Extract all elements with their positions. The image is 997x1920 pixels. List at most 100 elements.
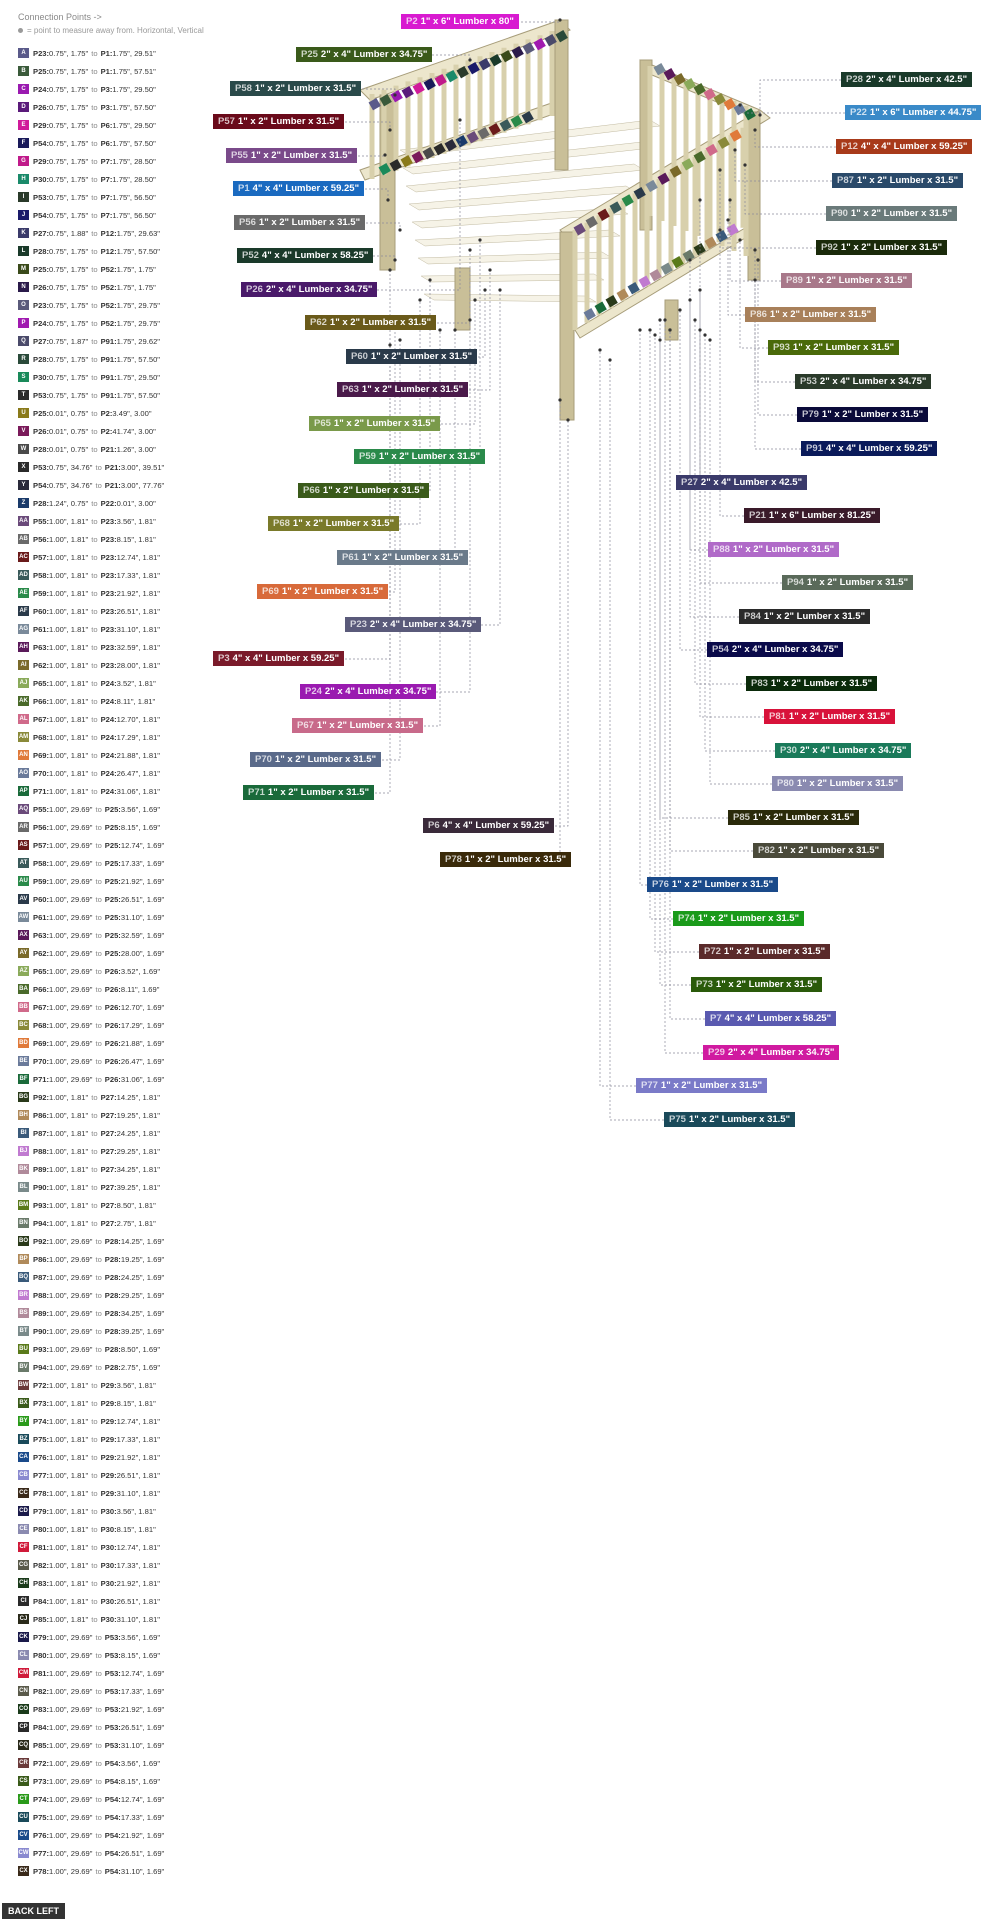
part-label[interactable]: P89 1" x 2" Lumber x 31.5" — [781, 273, 913, 288]
to-part: P29: — [100, 1434, 117, 1444]
to-word: to — [95, 1812, 102, 1822]
part-label[interactable]: P74 1" x 2" Lumber x 31.5" — [673, 911, 805, 926]
part-label[interactable]: P55 1" x 2" Lumber x 31.5" — [226, 148, 358, 163]
from-part: P87: — [33, 1272, 50, 1282]
part-label[interactable]: P69 1" x 2" Lumber x 31.5" — [257, 584, 389, 599]
connection-code-badge: BT — [18, 1326, 29, 1336]
part-label[interactable]: P58 1" x 2" Lumber x 31.5" — [230, 81, 362, 96]
to-offset: 39.25", 1.81" — [116, 1182, 161, 1192]
part-label[interactable]: P88 1" x 2" Lumber x 31.5" — [708, 542, 840, 557]
to-part: P26: — [104, 1002, 121, 1012]
part-label[interactable]: P7 4" x 4" Lumber x 58.25" — [705, 1011, 837, 1026]
connection-row: K P27: 0.75", 1.88" to P12: 1.75", 29.63" — [18, 224, 218, 242]
part-label[interactable]: P24 2" x 4" Lumber x 34.75" — [300, 684, 437, 699]
part-label[interactable]: P85 1" x 2" Lumber x 31.5" — [728, 810, 860, 825]
part-label[interactable]: P73 1" x 2" Lumber x 31.5" — [691, 977, 823, 992]
part-label[interactable]: P1 4" x 4" Lumber x 59.25" — [233, 181, 365, 196]
part-label[interactable]: P90 1" x 2" Lumber x 31.5" — [826, 206, 958, 221]
connection-tag — [681, 158, 694, 171]
leader-line — [457, 270, 491, 391]
to-offset: 12.74", 1.81" — [116, 1542, 161, 1552]
to-offset: 1.75", 29.50" — [116, 372, 161, 382]
part-label[interactable]: P75 1" x 2" Lumber x 31.5" — [664, 1112, 796, 1127]
part-label[interactable]: P52 4" x 4" Lumber x 58.25" — [237, 248, 374, 263]
leader-line — [454, 330, 457, 559]
back-left-button[interactable]: BACK LEFT — [2, 1903, 65, 1919]
part-label[interactable]: P30 2" x 4" Lumber x 34.75" — [775, 743, 912, 758]
connection-row: BT P90: 1.00", 29.69" to P28: 39.25", 1.69" — [18, 1322, 218, 1340]
connection-row: AF P60: 1.00", 1.81" to P23: 26.51", 1.81" — [18, 602, 218, 620]
part-label[interactable]: P53 2" x 4" Lumber x 34.75" — [795, 374, 932, 389]
to-offset: 1.75", 29.75" — [116, 300, 161, 310]
part-label[interactable]: P28 2" x 4" Lumber x 42.5" — [841, 72, 973, 87]
from-part: P28: — [33, 498, 50, 508]
part-label[interactable]: P21 1" x 6" Lumber x 81.25" — [744, 508, 881, 523]
part-label[interactable]: P83 1" x 2" Lumber x 31.5" — [746, 676, 878, 691]
connection-code-badge: BD — [18, 1038, 29, 1048]
part-id: P62 — [310, 317, 327, 328]
part-label[interactable]: P76 1" x 2" Lumber x 31.5" — [647, 877, 779, 892]
connection-tag — [489, 54, 502, 67]
part-label[interactable]: P94 1" x 2" Lumber x 31.5" — [782, 575, 914, 590]
part-label[interactable]: P68 1" x 2" Lumber x 31.5" — [268, 516, 400, 531]
part-label[interactable]: P92 1" x 2" Lumber x 31.5" — [816, 240, 948, 255]
part-label[interactable]: P71 1" x 2" Lumber x 31.5" — [243, 785, 375, 800]
connection-code-badge: BZ — [18, 1434, 29, 1444]
part-label[interactable]: P80 1" x 2" Lumber x 31.5" — [772, 776, 904, 791]
part-label[interactable]: P86 1" x 2" Lumber x 31.5" — [745, 307, 877, 322]
to-part: P7: — [100, 174, 113, 184]
connection-row: CN P82: 1.00", 29.69" to P53: 17.33", 1.69" — [18, 1682, 218, 1700]
to-offset: 3.56", 1.81" — [116, 1506, 156, 1516]
from-part: P25: — [33, 66, 50, 76]
part-label[interactable]: P77 1" x 2" Lumber x 31.5" — [636, 1078, 768, 1093]
part-label[interactable]: P54 2" x 4" Lumber x 34.75" — [707, 642, 844, 657]
part-label[interactable]: P70 1" x 2" Lumber x 31.5" — [250, 752, 382, 767]
part-label[interactable]: P78 1" x 2" Lumber x 31.5" — [440, 852, 572, 867]
part-label[interactable]: P59 1" x 2" Lumber x 31.5" — [354, 449, 486, 464]
connection-code-badge: CJ — [18, 1614, 29, 1624]
part-label[interactable]: P23 2" x 4" Lumber x 34.75" — [345, 617, 482, 632]
to-offset: 31.10", 1.69" — [120, 1866, 165, 1876]
to-part: P26: — [104, 984, 121, 994]
from-offset: 0.75", 1.75" — [49, 156, 89, 166]
part-label[interactable]: P12 4" x 4" Lumber x 59.25" — [836, 139, 973, 154]
part-label[interactable]: P25 2" x 4" Lumber x 34.75" — [296, 47, 433, 62]
from-part: P85: — [33, 1740, 50, 1750]
part-label[interactable]: P81 1" x 2" Lumber x 31.5" — [764, 709, 896, 724]
part-description: 2" x 4" Lumber x 34.75" — [369, 619, 477, 630]
part-label[interactable]: P62 1" x 2" Lumber x 31.5" — [305, 315, 437, 330]
part-label[interactable]: P56 1" x 2" Lumber x 31.5" — [234, 215, 366, 230]
part-label[interactable]: P57 1" x 2" Lumber x 31.5" — [213, 114, 345, 129]
part-label[interactable]: P29 2" x 4" Lumber x 34.75" — [703, 1045, 840, 1060]
part-label[interactable]: P60 1" x 2" Lumber x 31.5" — [346, 349, 478, 364]
connection-tag — [400, 155, 413, 168]
part-label[interactable]: P87 1" x 2" Lumber x 31.5" — [832, 173, 964, 188]
part-label[interactable]: P91 4" x 4" Lumber x 59.25" — [801, 441, 938, 456]
part-label[interactable]: P22 1" x 6" Lumber x 44.75" — [845, 105, 982, 120]
part-label[interactable]: P67 1" x 2" Lumber x 31.5" — [292, 718, 424, 733]
part-label[interactable]: P93 1" x 2" Lumber x 31.5" — [768, 340, 900, 355]
leader-line — [521, 20, 561, 23]
part-label[interactable]: P6 4" x 4" Lumber x 59.25" — [423, 818, 555, 833]
to-offset: 39.25", 1.69" — [120, 1326, 165, 1336]
part-label[interactable]: P2 1" x 6" Lumber x 80" — [401, 14, 519, 29]
anchor-dot — [598, 348, 602, 352]
part-label[interactable]: P61 1" x 2" Lumber x 31.5" — [337, 550, 469, 565]
from-offset: 1.00", 1.81" — [49, 1614, 89, 1624]
part-label[interactable]: P72 1" x 2" Lumber x 31.5" — [699, 944, 831, 959]
connection-row: CE P80: 1.00", 1.81" to P30: 8.15", 1.81" — [18, 1520, 218, 1538]
part-label[interactable]: P79 1" x 2" Lumber x 31.5" — [797, 407, 929, 422]
connection-code-badge: W — [18, 444, 29, 454]
to-word: to — [95, 1794, 102, 1804]
part-label[interactable]: P82 1" x 2" Lumber x 31.5" — [753, 843, 885, 858]
part-id: P76 — [652, 879, 669, 890]
part-label[interactable]: P65 1" x 2" Lumber x 31.5" — [309, 416, 441, 431]
to-word: to — [95, 1362, 102, 1372]
part-label[interactable]: P66 1" x 2" Lumber x 31.5" — [298, 483, 430, 498]
part-label[interactable]: P63 1" x 2" Lumber x 31.5" — [337, 382, 469, 397]
from-part: P86: — [33, 1254, 50, 1264]
part-label[interactable]: P27 2" x 4" Lumber x 42.5" — [676, 475, 808, 490]
part-label[interactable]: P84 1" x 2" Lumber x 31.5" — [739, 609, 871, 624]
part-label[interactable]: P3 4" x 4" Lumber x 59.25" — [213, 651, 345, 666]
part-label[interactable]: P26 2" x 4" Lumber x 34.75" — [241, 282, 378, 297]
